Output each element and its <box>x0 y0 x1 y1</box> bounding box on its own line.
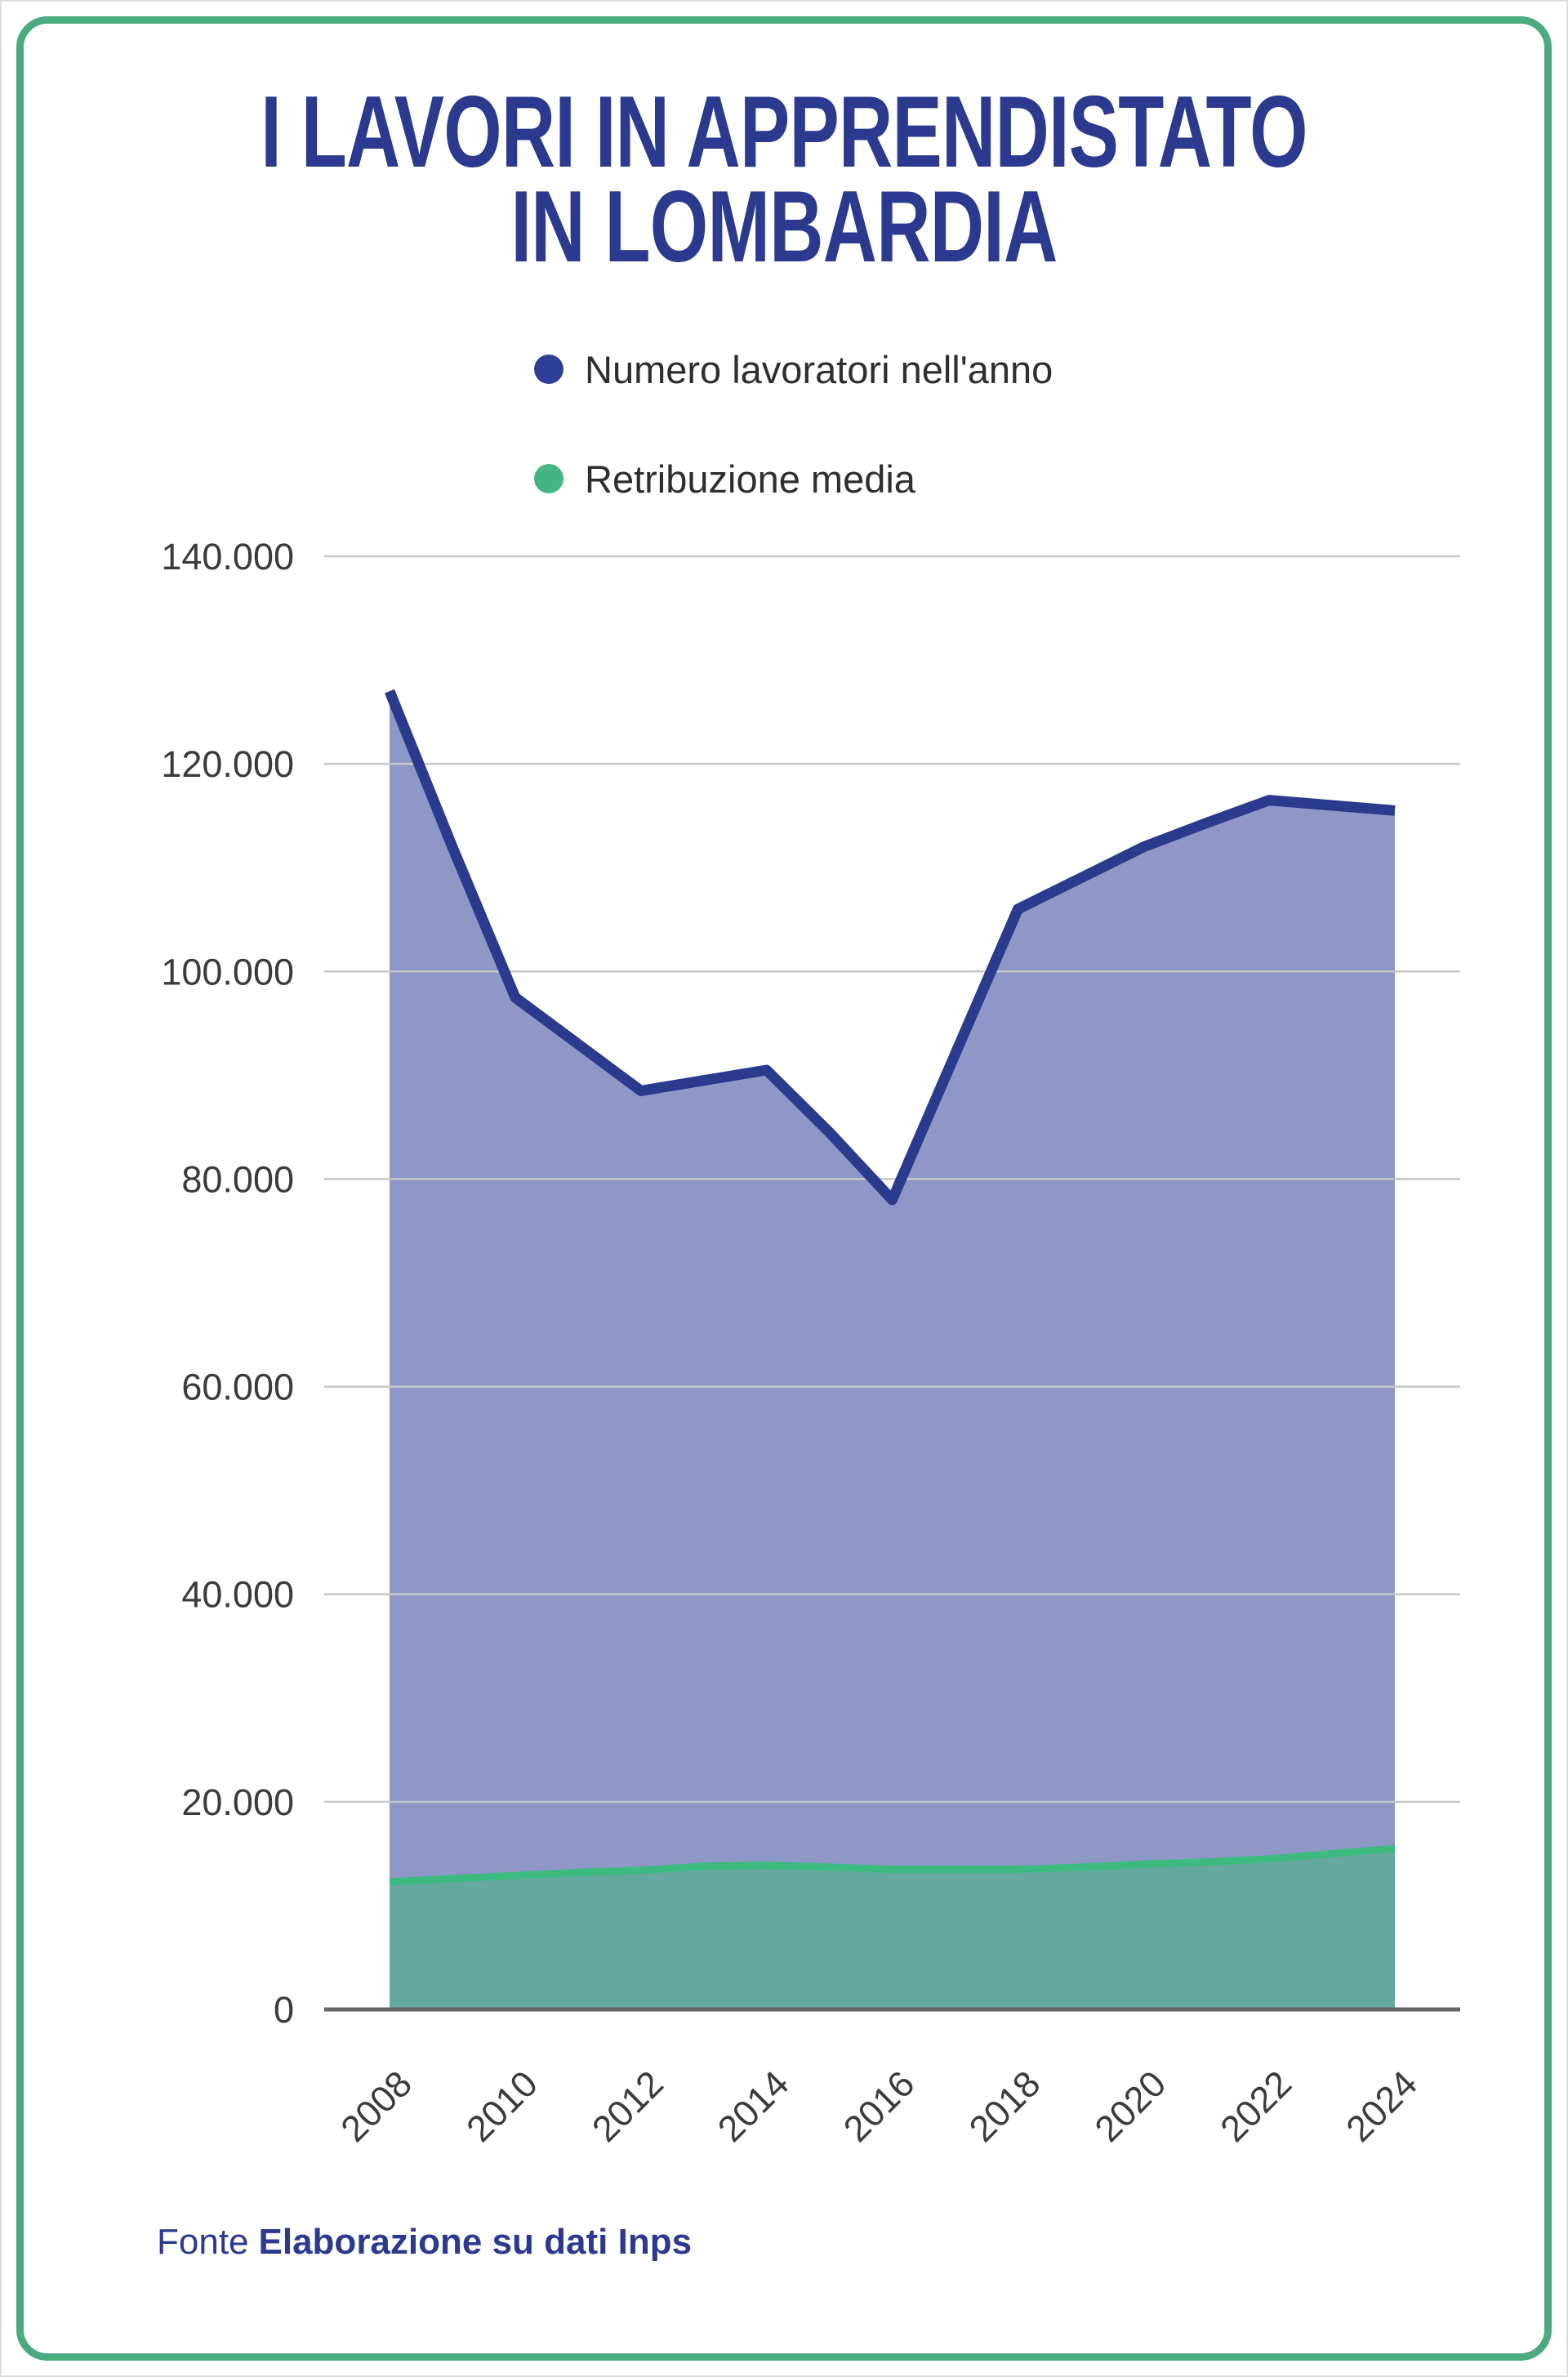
workers-line <box>384 689 1396 1206</box>
source-prefix: Fonte <box>157 2222 249 2262</box>
y-tick-label: 20.000 <box>181 1782 294 1823</box>
x-tick-label: 2008 <box>332 2063 420 2150</box>
y-tick-label: 140.000 <box>161 536 294 578</box>
page-title-line2: IN LOMBARDIA <box>510 171 1058 283</box>
y-tick-label: 100.000 <box>161 951 294 992</box>
source-text: Elaborazione su dati Inps <box>258 2222 693 2262</box>
y-tick-label: 120.000 <box>161 743 294 785</box>
salary-line <box>389 1844 1396 1886</box>
y-tick-label: 80.000 <box>181 1158 294 1200</box>
salary-area <box>390 1849 1395 2009</box>
legend-label-workers: Numero lavoratori nell'anno <box>585 347 1054 391</box>
page-title-line1: I LAVORI IN APPRENDISTATO <box>261 76 1307 189</box>
y-tick-label: 40.000 <box>181 1574 294 1616</box>
legend-dot-salary-icon <box>534 464 564 493</box>
legend-label-salary: Retribuzione media <box>585 457 915 501</box>
workers-area <box>390 691 1395 2010</box>
y-tick-label: 0 <box>274 1989 294 2031</box>
x-tick-label: 2012 <box>584 2063 671 2150</box>
x-tick-label: 2016 <box>835 2063 923 2150</box>
x-tick-label: 2020 <box>1087 2063 1174 2150</box>
x-tick-label: 2014 <box>710 2063 797 2150</box>
legend-item-workers: Numero lavoratori nell'anno <box>534 341 1053 398</box>
legend-item-salary: Retribuzione media <box>534 450 1053 507</box>
x-tick-label: 2024 <box>1338 2063 1425 2150</box>
legend-dot-workers-icon <box>534 355 564 384</box>
chart-legend: Numero lavoratori nell'anno Retribuzione… <box>534 341 1053 560</box>
page-title: I LAVORI IN APPRENDISTATO IN LOMBARDIA <box>205 76 1363 283</box>
x-tick-label: 2022 <box>1212 2063 1299 2150</box>
y-tick-label: 60.000 <box>181 1367 294 1408</box>
source-note: Fonte Elaborazione su dati Inps <box>157 2222 692 2263</box>
x-tick-label: 2018 <box>961 2063 1049 2150</box>
x-tick-label: 2010 <box>458 2063 546 2150</box>
